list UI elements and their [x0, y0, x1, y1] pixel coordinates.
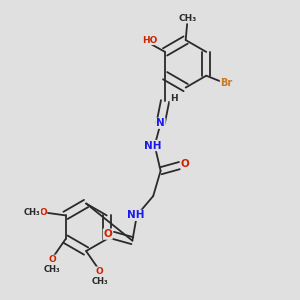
Text: O: O [96, 267, 103, 276]
Text: CH₃: CH₃ [91, 277, 108, 286]
Text: NH: NH [143, 140, 161, 151]
Text: O: O [181, 159, 190, 169]
Text: O: O [103, 229, 112, 239]
Text: H: H [170, 94, 178, 103]
Text: O: O [39, 208, 47, 217]
Text: CH₃: CH₃ [24, 208, 40, 217]
Text: N: N [156, 118, 165, 128]
Text: HO: HO [142, 35, 158, 44]
Text: Br: Br [220, 78, 232, 88]
Text: CH₃: CH₃ [178, 14, 196, 23]
Text: O: O [48, 255, 56, 264]
Text: CH₃: CH₃ [44, 265, 60, 274]
Text: NH: NH [127, 210, 144, 220]
